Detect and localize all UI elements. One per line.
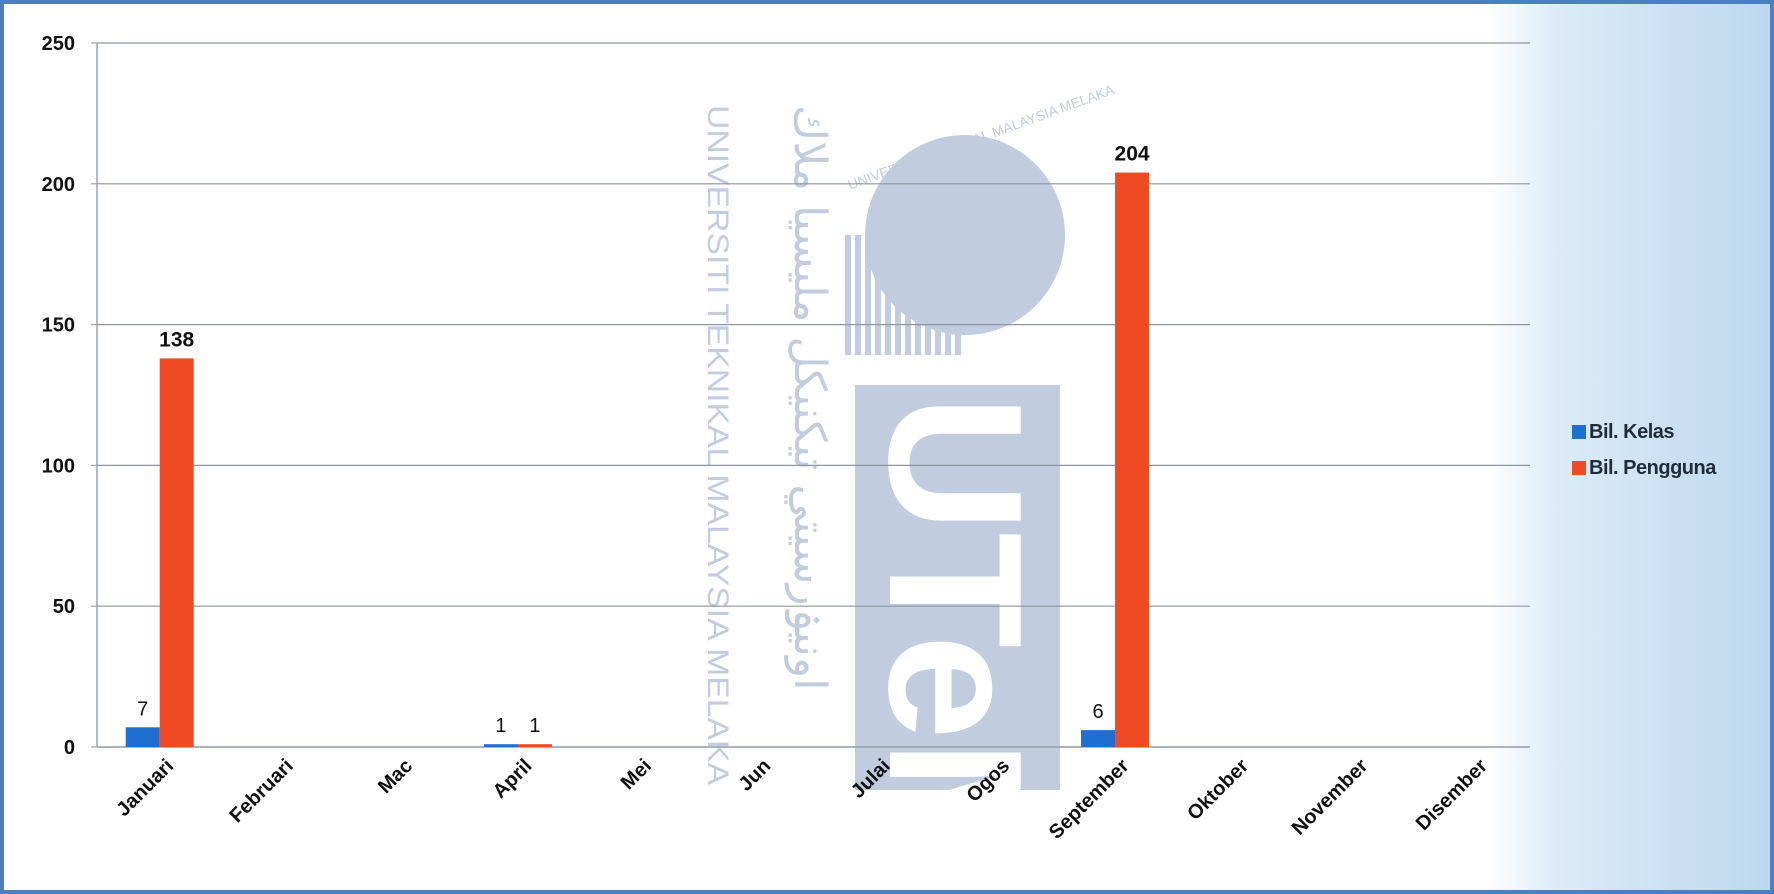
- x-tick-label-november: November: [1288, 755, 1373, 840]
- data-label-januari-series-1: 138: [159, 328, 194, 351]
- x-tick-label-mei: Mei: [617, 755, 656, 794]
- x-tick-label-mac: Mac: [374, 755, 417, 798]
- y-tick-label-100: 100: [42, 455, 75, 477]
- y-tick-label-150: 150: [42, 315, 75, 337]
- bars: [125, 172, 1150, 747]
- bar-januari-series-1: [159, 358, 194, 747]
- x-axis-ticks: Januari Februari Mac April Mei Jun Julai Ogos Se…: [112, 755, 1492, 844]
- y-tick-label-200: 200: [42, 174, 75, 196]
- legend-label-bil-kelas: Bil. Kelas: [1589, 420, 1675, 443]
- legend-swatch-bil-pengguna: [1572, 461, 1586, 475]
- data-label-april-series-0: 1: [495, 715, 506, 737]
- bar-september-series-1: [1115, 172, 1150, 747]
- watermark-vertical-text: UNIVERSITI TEKNIKAL MALAYSIA MELAKA: [701, 105, 734, 785]
- y-tick-label-250: 250: [42, 33, 75, 55]
- x-tick-label-disember: Disember: [1412, 755, 1492, 835]
- data-label-april-series-1: 1: [529, 715, 540, 737]
- watermark-logo-text: UTeM: [849, 395, 1061, 894]
- data-label-januari-series-0: 7: [137, 698, 148, 720]
- legend-label-bil-pengguna: Bil. Pengguna: [1589, 456, 1716, 479]
- watermark-logo-block: [855, 385, 1060, 790]
- bar-april-series-0: [483, 744, 518, 747]
- bar-januari-series-0: [125, 727, 160, 747]
- y-tick-label-0: 0: [64, 737, 75, 759]
- data-label-september-series-1: 204: [1115, 143, 1150, 166]
- bar-september-series-0: [1081, 730, 1116, 747]
- data-labels: 7 138 1 1 6 204: [137, 143, 1150, 738]
- gridlines: [97, 42, 1530, 748]
- legend-item-bil-pengguna: Bil. Pengguna: [1572, 450, 1716, 486]
- watermark-arabic-text: اونيۏرسيتي تيكنيكل مليسيا ملاك: [784, 105, 835, 691]
- y-tick-label-50: 50: [53, 596, 75, 618]
- y-axis-ticks: 0 50 100 150 200 250: [42, 33, 97, 759]
- data-label-september-series-0: 6: [1092, 701, 1103, 723]
- legend: Bil. Kelas Bil. Pengguna: [1572, 414, 1716, 486]
- legend-item-bil-kelas: Bil. Kelas: [1572, 414, 1716, 450]
- x-tick-label-februari: Februari: [226, 755, 298, 827]
- x-tick-label-oktober: Oktober: [1183, 755, 1253, 825]
- watermark-seal-bars: [845, 235, 961, 355]
- bar-april-series-1: [517, 744, 552, 747]
- x-tick-label-januari: Januari: [112, 755, 178, 821]
- x-tick-label-jun: Jun: [735, 755, 776, 796]
- x-tick-label-april: April: [489, 755, 537, 803]
- legend-swatch-bil-kelas: [1572, 425, 1586, 439]
